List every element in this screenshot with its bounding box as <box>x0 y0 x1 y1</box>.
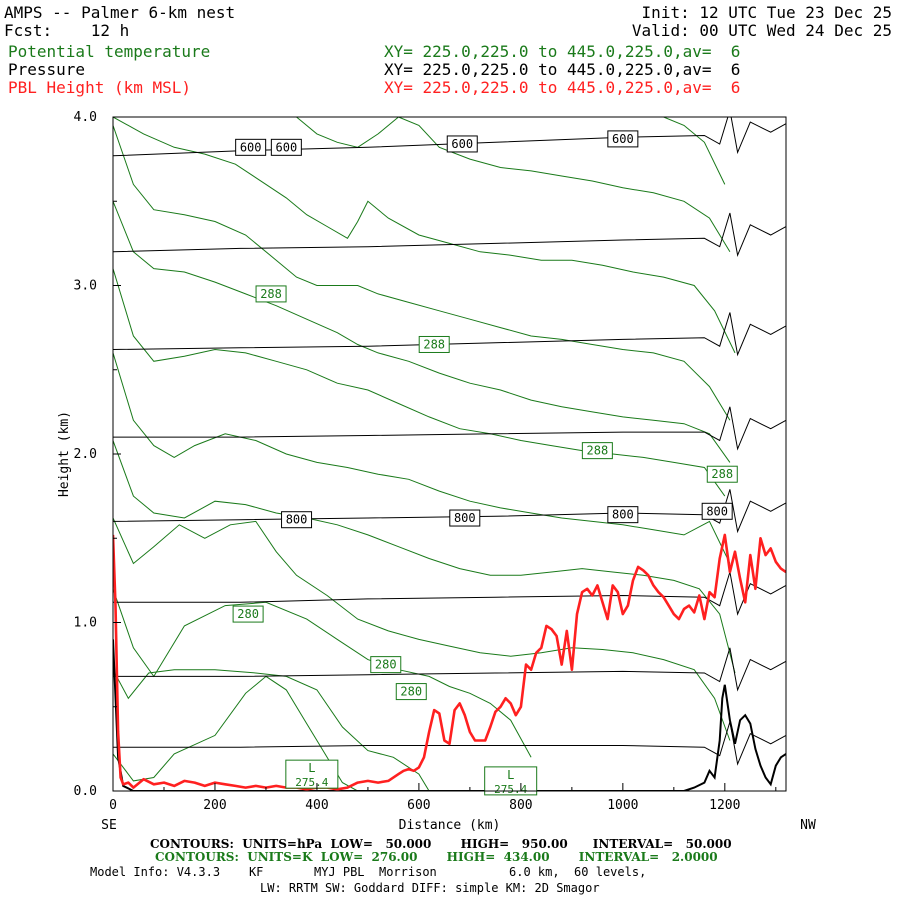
theta-label-1: 288 <box>423 337 445 351</box>
init-time: Init: 12 UTC Tue 23 Dec 25 <box>641 3 892 22</box>
y-tick-label-4: 4.0 <box>74 110 97 125</box>
theta-contour-6 <box>113 268 726 497</box>
x-tick-label-4: 800 <box>509 798 532 813</box>
pbl-height-line <box>113 533 786 791</box>
terrain-line <box>113 639 786 791</box>
pressure-label-3-box <box>607 130 639 148</box>
pressure-label-1: 600 <box>276 140 298 154</box>
theta-label-0-box <box>255 285 287 303</box>
y-tick-label-0: 0.0 <box>74 784 97 799</box>
pressure-label-7-box <box>701 502 733 520</box>
theta-contour-8 <box>113 125 731 421</box>
pressure-label-5-box <box>449 509 481 527</box>
pressure-contour-600 <box>113 117 786 157</box>
y-tick-label-3: 3.0 <box>74 279 97 294</box>
pressure-contour-900 <box>113 647 786 692</box>
x-end-label-left: SE <box>101 818 117 833</box>
pressure-label-7: 800 <box>706 504 728 518</box>
valid-time: Valid: 00 UTC Wed 24 Dec 25 <box>631 21 892 40</box>
x-axis-label: Distance (km) <box>399 818 501 833</box>
footer-model-info-2: LW: RRTM SW: Goddard DIFF: simple KM: 2D… <box>260 881 600 895</box>
pressure-label-6-box <box>607 506 639 524</box>
theta-contour-10 <box>296 117 731 253</box>
pressure-label-2-box <box>446 135 478 153</box>
y-tick-label-1: 1.0 <box>74 616 97 631</box>
field-label-pbl: PBL Height (km MSL) <box>8 78 192 97</box>
field-label-theta: Potential temperature <box>8 42 211 61</box>
y-tick-label-2: 2.0 <box>74 447 97 462</box>
plot-title: AMPS -- Palmer 6-km nest <box>4 3 236 22</box>
theta-label-5-box <box>370 656 402 674</box>
x-tick-label-6: 1200 <box>709 798 740 813</box>
theta-contour-4 <box>113 440 736 674</box>
plot-frame <box>112 116 787 792</box>
pressure-label-5: 800 <box>454 511 476 525</box>
pressure-contour-750 <box>113 406 786 451</box>
x-tick-label-0: 0 <box>109 798 117 813</box>
pressure-contour-950 <box>113 721 786 766</box>
pressure-contour-700 <box>113 312 786 357</box>
forecast-hour: Fcst: 12 h <box>4 21 130 40</box>
field-xy-pressure: XY= 225.0,225.0 to 445.0,225.0,av= 6 <box>384 60 741 79</box>
pressure-label-6: 800 <box>612 508 634 522</box>
theta-label-2-box <box>581 442 613 460</box>
y-axis-label: Height (km) <box>57 411 72 497</box>
pressure-label-3: 600 <box>612 132 634 146</box>
theta-label-2: 288 <box>587 444 609 458</box>
field-xy-theta: XY= 225.0,225.0 to 445.0,225.0,av= 6 <box>384 42 741 61</box>
field-xy-pbl: XY= 225.0,225.0 to 445.0,225.0,av= 6 <box>384 78 741 97</box>
low-marker-box-0 <box>285 759 339 789</box>
theta-contour-2 <box>113 588 532 758</box>
low-marker-box-1 <box>484 766 538 796</box>
pressure-label-2: 600 <box>451 137 473 151</box>
pressure-label-0-box <box>235 138 267 156</box>
low-marker-value-0: 275.4 <box>295 776 328 789</box>
theta-contour-5 <box>113 352 731 564</box>
x-tick-label-2: 400 <box>305 798 328 813</box>
theta-label-6: 280 <box>400 685 422 699</box>
theta-label-4-box <box>232 605 264 623</box>
pressure-label-4-box <box>281 511 313 529</box>
theta-label-0: 288 <box>260 287 282 301</box>
x-end-label-right: NW <box>800 818 816 833</box>
theta-label-4: 280 <box>237 607 259 621</box>
pressure-label-0: 600 <box>240 140 262 154</box>
pressure-label-4: 800 <box>286 513 308 527</box>
low-marker-value-1: 275.4 <box>494 783 527 796</box>
footer-model-info: Model Info: V4.3.3 KF MYJ PBL Morrison 6… <box>90 865 647 879</box>
theta-contour-11 <box>663 117 726 185</box>
x-tick-label-3: 600 <box>407 798 430 813</box>
axes: 0.0 1.0 2.0 3.0 4.0 0 200 400 600 800 1000 1200 Dist… <box>57 110 816 833</box>
pressure-contour-650 <box>113 212 786 257</box>
pbl-height-path <box>113 533 786 791</box>
x-tick-label-5: 1000 <box>607 798 638 813</box>
field-label-pressure: Pressure <box>8 60 86 79</box>
theta-label-6-box <box>395 683 427 701</box>
terrain-path <box>113 639 786 791</box>
footer-contours-pressure: CONTOURS: UNITS=hPa LOW= 50.000 HIGH= 95… <box>150 837 732 851</box>
footer-contours-theta: CONTOURS: UNITS=K LOW= 276.00 HIGH= 434.… <box>155 850 718 864</box>
theta-label-1-box <box>418 335 450 353</box>
theta-contour-1 <box>113 669 430 791</box>
theta-contour-9 <box>113 117 736 354</box>
theta-label-3-box <box>706 465 738 483</box>
pressure-contours <box>113 117 786 766</box>
theta-label-5: 280 <box>375 658 397 672</box>
low-marker-0: L <box>308 761 315 775</box>
theta-contours <box>113 117 736 791</box>
pressure-label-1-box <box>270 138 302 156</box>
low-marker-1: L <box>507 768 514 782</box>
theta-contour-3 <box>113 517 731 741</box>
theta-contour-7 <box>113 201 731 463</box>
theta-label-3: 288 <box>711 467 733 481</box>
x-tick-label-1: 200 <box>203 798 226 813</box>
